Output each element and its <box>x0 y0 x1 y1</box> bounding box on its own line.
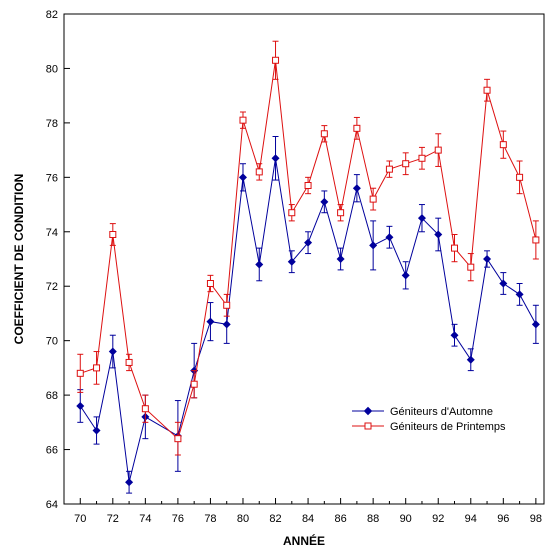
y-tick-label: 70 <box>46 336 58 348</box>
data-point <box>499 279 508 288</box>
data-point <box>353 124 361 132</box>
data-point <box>109 231 117 238</box>
x-tick-label: 86 <box>334 513 346 525</box>
legend: Géniteurs d'Automne Géniteurs de Printem… <box>352 406 506 433</box>
data-point <box>125 478 134 487</box>
series-layer <box>76 40 540 494</box>
data-point <box>125 358 133 366</box>
x-tick-label: 82 <box>269 513 281 525</box>
data-point <box>369 195 377 203</box>
data-point <box>190 380 198 388</box>
legend-marker-spring <box>364 422 372 430</box>
x-tick-label: 98 <box>530 513 542 525</box>
data-point <box>531 320 540 329</box>
series-0 <box>76 136 540 494</box>
x-axis-title: ANNÉE <box>283 533 325 548</box>
y-tick-label: 78 <box>46 118 58 130</box>
data-point <box>141 405 149 413</box>
x-tick-label: 70 <box>74 513 86 525</box>
data-point <box>450 331 459 340</box>
data-point <box>222 320 231 329</box>
data-point <box>320 130 328 138</box>
data-point <box>108 347 117 356</box>
legend-label-spring: Géniteurs de Printemps <box>390 421 506 433</box>
data-point <box>287 257 296 266</box>
x-tick-label: 84 <box>302 513 314 525</box>
x-tick-label: 76 <box>172 513 184 525</box>
data-point <box>434 146 442 154</box>
data-point <box>304 238 313 247</box>
x-tick-label: 90 <box>400 513 412 525</box>
data-point <box>288 209 296 217</box>
data-point <box>515 290 524 299</box>
data-point <box>239 116 247 124</box>
series-line <box>79 158 537 483</box>
y-tick-label: 80 <box>46 63 58 75</box>
data-point <box>93 364 101 372</box>
y-tick-label: 66 <box>46 445 58 457</box>
legend-marker-autumn <box>363 406 373 416</box>
y-tick-label: 68 <box>46 390 58 402</box>
data-point <box>206 280 214 287</box>
data-point <box>483 86 491 94</box>
data-point <box>206 317 215 326</box>
series-line <box>80 60 537 440</box>
data-point <box>369 241 378 250</box>
data-point <box>402 160 410 168</box>
y-tick-label: 82 <box>46 9 58 21</box>
data-point <box>174 435 182 443</box>
x-tick-label: 96 <box>497 513 509 525</box>
data-point <box>451 244 459 252</box>
data-point <box>532 236 540 244</box>
data-point <box>337 209 345 217</box>
data-point <box>255 260 264 269</box>
data-point <box>92 426 101 435</box>
data-point <box>385 233 394 242</box>
x-tick-label: 94 <box>465 513 477 525</box>
y-tick-label: 64 <box>46 499 58 511</box>
x-tick-label: 74 <box>139 513 151 525</box>
data-point <box>271 154 280 163</box>
axis-layer: 64 66 68 70 72 74 76 78 80 82 70 72 74 76 78 80 82 84 86 88… <box>46 9 542 525</box>
data-point <box>352 184 361 193</box>
x-tick-label: 78 <box>204 513 216 525</box>
data-point <box>385 165 393 173</box>
data-point <box>255 168 263 176</box>
data-point <box>434 230 443 239</box>
data-point <box>466 355 475 364</box>
y-tick-label: 72 <box>46 281 58 293</box>
data-point <box>304 182 312 189</box>
data-point <box>223 301 231 309</box>
data-point <box>336 255 345 263</box>
data-point <box>401 271 410 280</box>
x-tick-label: 72 <box>107 513 119 525</box>
data-point <box>238 173 247 182</box>
series-1 <box>76 40 540 456</box>
data-point <box>467 263 475 271</box>
data-point <box>483 255 492 263</box>
data-point <box>76 369 84 377</box>
data-point <box>516 173 524 181</box>
x-tick-label: 92 <box>432 513 444 525</box>
data-point <box>417 214 426 223</box>
data-point <box>272 56 280 64</box>
data-point <box>76 402 85 410</box>
legend-label-autumn: Géniteurs d'Automne <box>390 406 493 418</box>
x-tick-label: 80 <box>237 513 249 525</box>
y-tick-label: 76 <box>46 172 58 184</box>
plot-frame <box>63 13 545 505</box>
data-point <box>320 197 329 206</box>
data-point <box>418 154 426 162</box>
y-axis-title: COEFFICIENT DE CONDITION <box>12 174 26 345</box>
data-point <box>499 141 507 149</box>
x-tick-label: 88 <box>367 513 379 525</box>
y-tick-label: 74 <box>46 227 58 239</box>
